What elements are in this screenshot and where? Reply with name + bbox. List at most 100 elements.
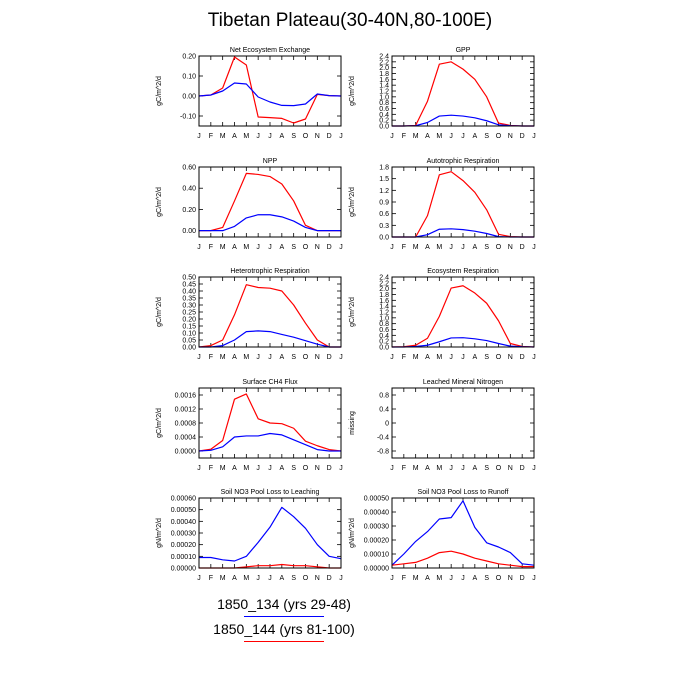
x-tick-label: N <box>508 244 513 251</box>
x-tick-label: A <box>472 133 477 140</box>
y-tick-label: 0.00030 <box>171 531 196 538</box>
y-tick-label: 0.40 <box>182 186 196 193</box>
y-tick-label: 0.00000 <box>171 566 196 573</box>
legend-entry-2-swatch <box>244 641 324 642</box>
y-tick-label: 1.6 <box>379 77 389 84</box>
x-tick-label: A <box>425 465 430 472</box>
y-tick-label: -0.4 <box>377 435 389 442</box>
x-tick-label: J <box>390 465 394 472</box>
plot-frame <box>391 497 535 569</box>
x-tick-label: F <box>402 465 406 472</box>
panel-title: Leached Mineral Nitrogen <box>423 379 503 386</box>
series-line-2 <box>198 82 342 107</box>
x-tick-label: N <box>315 244 320 251</box>
x-tick-label: A <box>279 244 284 251</box>
x-tick-label: A <box>472 465 477 472</box>
x-tick-label: O <box>303 465 309 472</box>
x-tick-label: J <box>256 244 260 251</box>
plot-frame <box>198 55 342 127</box>
y-tick-label: 1.2 <box>379 310 389 317</box>
y-tick-label: 1.0 <box>379 94 389 101</box>
x-tick-label: J <box>532 575 536 582</box>
x-tick-label: S <box>484 575 489 582</box>
plot-frame <box>198 276 342 348</box>
y-tick-label: 0.00060 <box>171 496 196 503</box>
legend-entry-1-swatch <box>244 616 324 617</box>
x-tick-label: M <box>436 465 442 472</box>
y-tick-label: 1.5 <box>379 176 389 183</box>
y-axis-label: gN/m^2/d <box>156 518 163 548</box>
series-line-1 <box>198 393 342 452</box>
y-tick-label: 0.00 <box>182 345 196 352</box>
y-tick-label: 0.00040 <box>171 519 196 526</box>
panel-1: Net Ecosystem Exchange gC/m^2/d -0.10 0.00 0… <box>156 47 343 140</box>
plot-frame <box>391 55 535 127</box>
y-axis-label: missing <box>349 411 356 435</box>
y-tick-label: 0.3 <box>379 223 389 230</box>
y-tick-label: 0.0 <box>379 235 389 242</box>
y-tick-label: 0.10 <box>182 74 196 81</box>
y-tick-label: 0.4 <box>379 112 389 119</box>
y-tick-label: 0.0012 <box>175 407 197 414</box>
y-tick-label: 1.0 <box>379 315 389 322</box>
y-tick-label: 1.2 <box>379 188 389 195</box>
x-tick-label: M <box>436 133 442 140</box>
y-axis-label: gC/m^2/d <box>349 76 356 106</box>
x-tick-label: A <box>472 354 477 361</box>
x-tick-label: J <box>390 354 394 361</box>
y-tick-label: 1.6 <box>379 298 389 305</box>
x-tick-label: J <box>461 465 465 472</box>
x-tick-label: S <box>291 575 296 582</box>
x-tick-label: F <box>209 354 213 361</box>
x-tick-label: F <box>209 244 213 251</box>
x-tick-label: S <box>291 354 296 361</box>
x-tick-label: O <box>496 244 502 251</box>
series-line-1 <box>198 284 341 348</box>
x-tick-label: J <box>197 575 201 582</box>
page-title: Tibetan Plateau(30-40N,80-100E) <box>207 10 493 31</box>
x-tick-label: D <box>327 465 332 472</box>
x-tick-label: J <box>268 133 272 140</box>
x-tick-label: J <box>268 244 272 251</box>
x-tick-label: J <box>532 354 536 361</box>
panel-6: Ecosystem RespirationgC/m^2/d0.00.20.40.… <box>349 268 536 361</box>
x-tick-label: F <box>402 575 406 582</box>
x-tick-label: J <box>449 133 453 140</box>
y-tick-label: 0.0008 <box>175 421 197 428</box>
plot-frame <box>391 166 535 238</box>
x-tick-label: M <box>243 465 249 472</box>
x-tick-label: J <box>390 575 394 582</box>
x-tick-label: J <box>256 465 260 472</box>
y-tick-label: 0.6 <box>379 106 389 113</box>
x-tick-label: M <box>413 575 419 582</box>
panel-title: NPP <box>263 158 278 165</box>
x-tick-label: O <box>303 354 309 361</box>
x-tick-label: D <box>520 575 525 582</box>
x-tick-label: J <box>339 244 343 251</box>
y-tick-label: 0.00050 <box>171 507 196 514</box>
x-tick-label: D <box>327 575 332 582</box>
x-tick-label: A <box>425 575 430 582</box>
x-tick-label: F <box>402 354 406 361</box>
y-tick-label: 2.4 <box>379 275 389 282</box>
panel-title: Autotrophic Respiration <box>427 158 500 165</box>
y-tick-label: 0.00 <box>182 94 196 101</box>
x-tick-label: J <box>461 575 465 582</box>
series-line-1 <box>198 56 342 124</box>
x-tick-label: O <box>496 575 502 582</box>
x-tick-label: M <box>243 354 249 361</box>
x-tick-label: N <box>315 575 320 582</box>
y-tick-label: 0.30 <box>182 303 196 310</box>
x-tick-label: M <box>220 575 226 582</box>
y-axis-label: gN/m^2/d <box>349 518 356 548</box>
y-axis-label: gC/m^2/d <box>156 187 163 217</box>
x-tick-label: A <box>279 354 284 361</box>
x-tick-label: J <box>339 133 343 140</box>
plot-frame <box>391 276 535 348</box>
y-tick-label: 1.8 <box>379 71 389 78</box>
y-tick-label: 0.6 <box>379 327 389 334</box>
y-tick-label: 0.05 <box>182 338 196 345</box>
y-tick-label: 1.8 <box>379 292 389 299</box>
